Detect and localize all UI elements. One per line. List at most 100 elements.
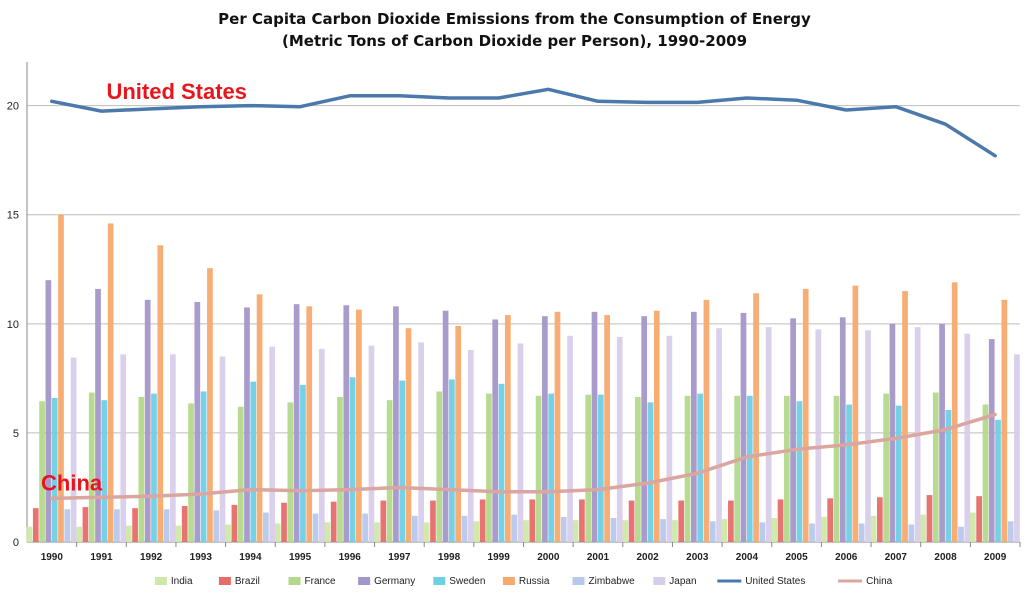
bar-germany-1990 [45, 280, 52, 542]
gridlines [27, 105, 1020, 434]
bar-russia-1991 [107, 223, 114, 543]
bar-japan-2006 [865, 330, 871, 542]
x-tick-label: 2004 [736, 552, 759, 563]
bar-zimbabwe-2001 [610, 518, 617, 542]
bar-germany-2006 [839, 317, 846, 542]
bar-france-2009 [982, 404, 989, 542]
bar-zimbabwe-2002 [660, 519, 666, 542]
bar-india-1995 [274, 523, 281, 542]
bar-sweden-1997 [399, 380, 406, 542]
bar-france-2006 [833, 395, 840, 542]
y-tick-label: 20 [7, 101, 19, 113]
bar-zimbabwe-2005 [809, 523, 815, 542]
bar-zimbabwe-1995 [312, 513, 319, 542]
bar-zimbabwe-1993 [213, 510, 220, 542]
bar-germany-2002 [641, 316, 648, 542]
bar-germany-1998 [442, 310, 449, 542]
bar-brazil-1995 [281, 502, 287, 542]
legend-label: Russia [519, 576, 550, 587]
bar-sweden-2008 [945, 410, 952, 542]
bar-zimbabwe-2000 [560, 516, 567, 542]
line-china [50, 412, 997, 501]
bar-brazil-1997 [380, 500, 387, 542]
bar-india-2008 [920, 514, 927, 542]
bar-france-2002 [635, 396, 641, 542]
bar-sweden-2006 [846, 404, 852, 542]
bar-france-1996 [337, 396, 343, 542]
bar-japan-1992 [170, 354, 176, 542]
bar-japan-1999 [517, 343, 524, 542]
bar-zimbabwe-2007 [908, 524, 915, 542]
bar-brazil-1990 [32, 508, 39, 542]
bar-japan-2005 [815, 329, 822, 542]
bar-russia-2004 [753, 293, 759, 542]
bar-japan-1995 [318, 348, 325, 542]
bar-france-2005 [783, 395, 790, 542]
bar-france-1993 [188, 403, 194, 542]
bar-japan-2004 [765, 327, 772, 542]
x-tick-label: 1990 [41, 552, 64, 563]
bar-germany-1991 [95, 288, 101, 542]
legend-item-russia: Russia [502, 576, 550, 587]
bar-germany-1997 [393, 306, 399, 542]
bar-brazil-1992 [132, 508, 138, 542]
x-tick-label: 1997 [388, 552, 411, 563]
bar-sweden-1999 [498, 383, 505, 542]
bar-sweden-2007 [895, 405, 902, 542]
bar-sweden-1993 [200, 391, 207, 542]
bar-germany-1995 [293, 304, 300, 542]
x-tick-label: 2003 [686, 552, 709, 563]
legend-item-zimbabwe: Zimbabwe [572, 576, 635, 587]
legend-swatch [358, 577, 371, 585]
legend-label: India [171, 576, 193, 587]
line-united-states [50, 87, 997, 158]
legend-item-japan: Japan [653, 576, 697, 587]
bar-brazil-1994 [231, 504, 238, 542]
legend-swatch [502, 577, 515, 585]
bar-japan-2003 [716, 328, 722, 542]
bar-india-1996 [324, 522, 331, 542]
bar-russia-1997 [405, 328, 412, 542]
bar-france-2007 [883, 393, 889, 542]
bar-russia-2009 [1001, 299, 1008, 542]
x-tick-label: 2005 [785, 552, 808, 563]
x-tick-label: 1991 [90, 552, 113, 563]
y-tick-label: 5 [13, 428, 19, 440]
bar-france-1997 [386, 400, 393, 542]
legend-swatch [653, 577, 666, 585]
bar-zimbabwe-2004 [759, 522, 766, 542]
x-tick-label: 2007 [885, 552, 908, 563]
annotation-united-states: United States [106, 79, 247, 104]
bar-india-2000 [523, 520, 529, 542]
legend-swatch [218, 577, 231, 585]
bar-sweden-2001 [597, 394, 604, 542]
legend-label: Sweden [449, 576, 485, 587]
bar-brazil-2003 [678, 500, 685, 542]
bar-india-1998 [423, 522, 430, 542]
x-tick-label: 2000 [537, 552, 560, 563]
y-tick-label: 10 [7, 319, 19, 331]
bar-germany-1994 [244, 307, 250, 542]
legend-swatch [572, 577, 585, 585]
bar-brazil-2005 [777, 499, 784, 542]
bar-russia-1998 [455, 326, 462, 542]
legend-swatch [433, 577, 446, 585]
bar-germany-1999 [492, 319, 499, 542]
bar-sweden-2004 [746, 395, 753, 542]
bar-india-2007 [870, 515, 877, 542]
y-tick-label: 15 [7, 210, 19, 222]
bar-brazil-1998 [430, 500, 436, 542]
bar-zimbabwe-2003 [709, 521, 716, 542]
bar-france-1990 [39, 401, 45, 542]
bar-japan-2009 [1014, 354, 1020, 542]
bar-india-1992 [125, 525, 132, 542]
bar-brazil-2007 [876, 497, 883, 542]
bar-russia-1990 [58, 214, 64, 542]
bar-france-1994 [237, 406, 244, 542]
bar-france-1995 [287, 402, 294, 542]
bar-russia-2003 [703, 299, 710, 542]
legend-item-germany: Germany [358, 576, 415, 587]
legend-label: Japan [669, 576, 696, 587]
bar-russia-1996 [356, 309, 362, 542]
